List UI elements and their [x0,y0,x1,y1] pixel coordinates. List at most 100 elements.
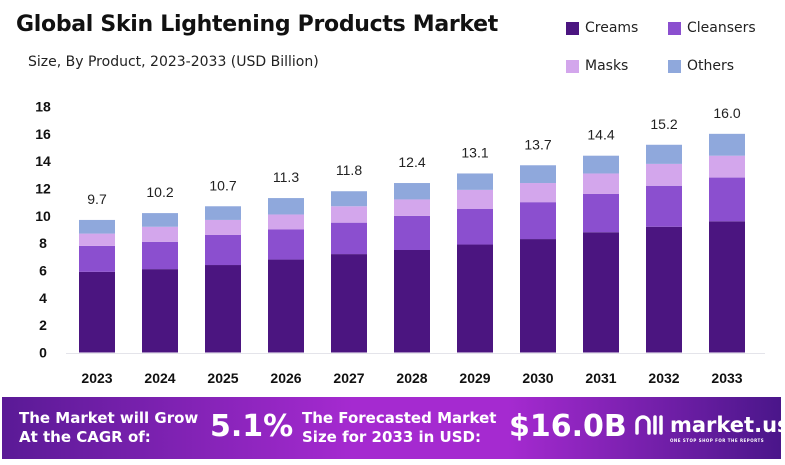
plot-area: 0 2 4 6 8 10 12 14 16 18 9.7 2023 10.2 2024 10.7 2025 11… [35,99,765,386]
x-tick-label: 2031 [585,370,616,386]
total-data-label: 10.2 [146,184,173,200]
bar-segment-others-2033 [709,133,745,156]
bar-segment-cleansers-2033 [709,177,745,222]
bar-segment-masks-2024 [142,226,178,242]
bar-segment-creams-2033 [709,221,745,353]
bar-segment-others-2024 [142,213,178,227]
legend-label: Others [687,58,735,74]
forecast-label: The Forecasted Market Size for 2033 in US… [302,409,496,447]
cagr-label-line2: At the CAGR of: [19,428,151,446]
bar-segment-cleansers-2030 [520,202,556,240]
total-data-label: 11.3 [273,169,299,185]
legend-others: Others [668,58,734,74]
total-data-label: 11.8 [336,162,362,178]
y-tick-label: 14 [35,153,51,169]
bar-segment-masks-2030 [520,183,556,203]
bar-segment-masks-2023 [79,233,115,246]
y-tick-label: 18 [35,99,51,115]
bar-segment-others-2027 [331,191,367,207]
bar-segment-cleansers-2025 [205,234,241,266]
y-tick-label: 0 [39,345,47,361]
legend-creams: Creams [566,20,638,36]
bar-segment-cleansers-2028 [394,215,430,250]
bar-segment-creams-2026 [268,259,304,353]
bar-segment-masks-2031 [583,173,619,194]
bar-segment-others-2023 [79,219,115,234]
bar-segment-cleansers-2029 [457,209,493,245]
legend-swatch [668,21,681,35]
x-tick-label: 2033 [711,370,742,386]
total-data-label: 9.7 [87,191,107,207]
market-us-logo: market.us ONE STOP SHOP FOR THE REPORTS [634,413,785,443]
bar-segment-masks-2025 [205,219,241,235]
legend-swatch [668,59,681,73]
chart-subtitle: Size, By Product, 2023-2033 (USD Billion… [28,54,319,70]
total-data-label: 14.4 [587,127,614,143]
total-data-label: 13.7 [524,136,551,152]
forecast-label-line1: The Forecasted Market [302,409,497,427]
x-tick-label: 2026 [270,370,301,386]
bar-segment-creams-2024 [142,269,178,353]
total-data-label: 15.2 [650,116,677,132]
bar-segment-cleansers-2031 [583,193,619,233]
cagr-label-line1: The Market will Grow [19,409,199,427]
bar-segment-others-2025 [205,206,241,220]
logo-text: market.us [670,413,785,437]
bar-segment-others-2031 [583,155,619,174]
forecast-value: $16.0B [509,409,627,444]
y-tick-label: 10 [35,208,51,224]
cagr-label: The Market will Grow At the CAGR of: [19,409,198,447]
y-tick-label: 6 [39,263,47,279]
total-data-label: 16.0 [713,105,740,121]
bar-segment-masks-2028 [394,199,430,216]
bar-segment-creams-2032 [646,226,682,353]
legend-swatch [566,59,579,73]
forecast-label-line2: Size for 2033 in USD: [302,428,481,446]
bar-segment-masks-2032 [646,163,682,186]
bar-segment-others-2029 [457,173,493,190]
legend-masks: Masks [566,58,628,74]
x-tick-label: 2024 [144,370,175,386]
bar-segment-others-2028 [394,183,430,200]
bar-segment-others-2030 [520,165,556,184]
legend-swatch [566,21,579,35]
bar-segment-others-2026 [268,198,304,215]
bar-segment-cleansers-2032 [646,185,682,227]
x-tick-label: 2029 [459,370,490,386]
bar-segment-creams-2028 [394,250,430,353]
bar-segment-creams-2023 [79,271,115,353]
logo-icon [635,415,663,435]
chart-title: Global Skin Lightening Products Market [16,12,498,37]
x-tick-label: 2032 [648,370,679,386]
total-data-label: 13.1 [461,144,488,160]
total-data-label: 12.4 [398,154,425,170]
bar-segment-masks-2033 [709,155,745,178]
legend-label: Cleansers [687,20,756,36]
legend-label: Masks [585,58,629,74]
bar-segment-cleansers-2024 [142,241,178,270]
total-data-label: 10.7 [209,177,236,193]
bar-segment-creams-2031 [583,232,619,353]
y-tick-label: 16 [35,126,51,142]
x-tick-label: 2025 [207,370,238,386]
bar-segment-cleansers-2026 [268,229,304,260]
x-tick-label: 2027 [333,370,364,386]
bar-segment-others-2032 [646,144,682,164]
bar-segment-masks-2027 [331,206,367,223]
x-tick-label: 2030 [522,370,553,386]
y-tick-label: 8 [39,235,47,251]
bar-segment-cleansers-2027 [331,222,367,255]
summary-banner: The Market will Grow At the CAGR of: 5.1%… [2,397,785,459]
legend-label: Creams [585,20,639,36]
cagr-value: 5.1% [210,409,294,444]
x-tick-label: 2028 [396,370,427,386]
x-tick-label: 2023 [81,370,112,386]
bar-segment-masks-2026 [268,214,304,230]
y-tick-label: 12 [35,181,51,197]
y-tick-label: 2 [39,317,47,333]
y-tick-label: 4 [39,290,47,306]
bar-segment-creams-2029 [457,244,493,353]
logo-tagline: ONE STOP SHOP FOR THE REPORTS [670,438,765,443]
bar-segment-masks-2029 [457,189,493,209]
